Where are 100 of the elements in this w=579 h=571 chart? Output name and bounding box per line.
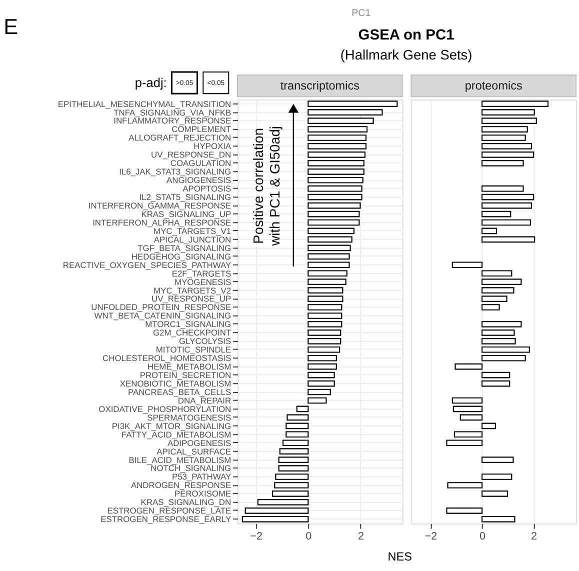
bar [308, 270, 348, 277]
y-tick-label: PROTEIN_SECRETION [140, 370, 232, 380]
bar [278, 456, 309, 463]
bar [308, 185, 362, 192]
y-tick-label: PANCREAS_BETA_CELLS [128, 386, 232, 397]
bar [481, 185, 524, 192]
y-tick-label: MYC_TARGETS_V2 [154, 285, 232, 296]
bar [286, 422, 309, 430]
chart-title: GSEA on PC1 [358, 28, 454, 44]
annotation: with PC1 & GI50adj [268, 126, 283, 247]
bar [257, 499, 309, 506]
bar [481, 321, 522, 328]
bar [308, 168, 364, 175]
bar [308, 312, 342, 319]
bar [447, 482, 483, 488]
bar [308, 388, 331, 396]
bar [481, 236, 536, 243]
y-tick-label: E2F_TARGETS [172, 268, 232, 278]
y-tick-label: HYPOXIA [194, 141, 232, 152]
bar [308, 126, 368, 132]
bar [286, 414, 309, 421]
y-tick-label: MYC_TARGETS_V1 [154, 226, 232, 236]
legend-title: p-adj: [134, 74, 167, 90]
bar [308, 176, 364, 184]
y-tick-label: KRAS_SIGNALING_UP [141, 208, 232, 219]
bar [481, 219, 531, 226]
y-tick-label: PEROXISOME [174, 488, 232, 499]
y-tick-label: APICAL_JUNCTION [154, 234, 232, 244]
bar [308, 219, 360, 226]
bar [446, 440, 483, 446]
y-tick-label: IL6_JAK_STAT3_SIGNALING [119, 166, 232, 177]
bar [481, 296, 508, 302]
bar [481, 287, 514, 294]
bar [454, 363, 483, 370]
bar [308, 236, 352, 243]
y-tick-label: WNT_BETA_CATENIN_SIGNALING [94, 310, 232, 321]
text: E [4, 14, 18, 39]
bar [481, 278, 522, 285]
y-tick-label: COAGULATION [170, 158, 232, 168]
bar [308, 321, 342, 328]
bar [308, 118, 374, 124]
bar [282, 440, 309, 446]
chart-subtitle: (Hallmark Gene Sets) [340, 47, 472, 62]
bar [481, 126, 528, 132]
y-tick-label: APICAL_SURFACE [156, 446, 232, 456]
x-tick-label: −2 [424, 530, 438, 543]
bar [481, 118, 537, 124]
y-tick-label: PI3K_AKT_MTOR_SIGNALING [112, 420, 232, 431]
bar [481, 474, 512, 480]
bar [308, 363, 337, 370]
bar [452, 262, 483, 268]
bar [481, 372, 510, 378]
bar [481, 330, 515, 336]
annotation: Positive correlation [251, 128, 266, 244]
bar [308, 278, 346, 285]
bar [308, 397, 327, 404]
bar [308, 304, 342, 310]
y-tick-label: NOTCH_SIGNALING [150, 463, 232, 474]
bar [286, 431, 309, 438]
y-tick-label: TNFA_SIGNALING_VIA_NFKB [114, 107, 232, 118]
x-tick-label: −2 [250, 530, 262, 543]
y-tick-label: IL2_STAT5_SIGNALING [139, 192, 232, 202]
y-tick-label: MITOTIC_SPINDLE [156, 344, 232, 355]
bar [452, 406, 483, 412]
bar [481, 456, 514, 463]
bar [308, 100, 398, 108]
bar [481, 354, 526, 362]
x-tick-label: 2 [358, 530, 364, 543]
bar [481, 422, 496, 430]
bar [242, 516, 309, 522]
x-tick-label: 0 [480, 530, 486, 543]
bar [244, 508, 309, 514]
bar [308, 330, 342, 336]
y-tick-label: INFLAMMATORY_RESPONSE [114, 116, 232, 126]
y-tick-label: BILE_ACID_METABOLISM [128, 454, 232, 465]
bar [308, 372, 335, 378]
bar [481, 346, 530, 353]
bar [308, 160, 364, 166]
bar [274, 482, 309, 488]
y-tick-label: GLYCOLYSIS [179, 336, 232, 346]
bar [481, 143, 532, 150]
bar [481, 152, 534, 158]
bar [481, 210, 512, 218]
y-tick-label: P53_PATHWAY [172, 472, 232, 482]
y-tick-label: COMPLEMENT [172, 124, 232, 134]
y-tick-label: REACTIVE_OXYGEN_SPECIES_PATHWAY [62, 260, 232, 270]
y-tick-label: ESTROGEN_RESPONSE_LATE [107, 506, 232, 516]
bar [481, 109, 535, 116]
bar [279, 448, 309, 455]
bar [296, 406, 309, 412]
bar [481, 194, 534, 200]
bar [308, 287, 344, 294]
y-tick-label: HEME_METABOLISM [147, 362, 232, 372]
y-tick-label: OXIDATIVE_PHOSPHORYLATION [98, 404, 232, 414]
bar [272, 490, 309, 497]
y-tick-label: EPITHELIAL_MESENCHYMAL_TRANSITION [58, 98, 232, 109]
y-tick-label: TGF_BETA_SIGNALING [138, 242, 232, 253]
y-tick-label: MYOGENESIS [174, 276, 232, 287]
x-tick-label: 2 [531, 530, 538, 543]
bar [460, 414, 483, 421]
